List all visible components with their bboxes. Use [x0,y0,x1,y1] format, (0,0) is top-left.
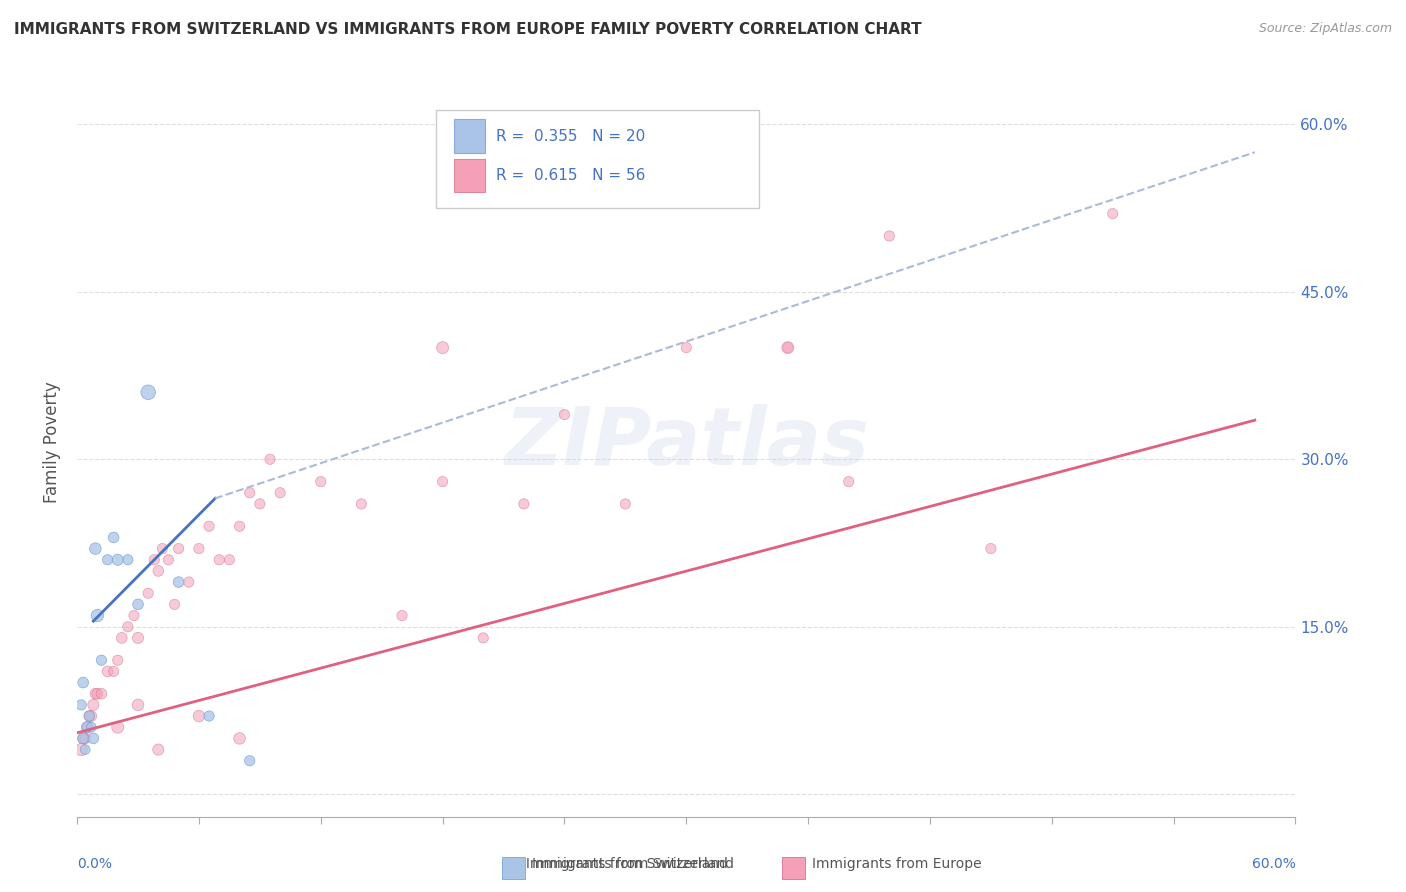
Point [80,720,103,734]
Point [96,665,118,679]
Point [350,497,373,511]
Point [84,541,107,556]
Point [72,731,94,746]
Point [879,229,901,244]
Point [86,608,108,623]
Point [80,709,103,723]
Point [127,598,149,612]
Text: Immigrants from Europe: Immigrants from Europe [811,856,981,871]
Text: Immigrants from Switzerland: Immigrants from Switzerland [531,856,734,871]
Point [111,631,134,645]
Point [187,541,209,556]
Point [432,341,454,355]
Point [70,698,93,712]
Point [148,742,170,756]
Point [269,485,291,500]
Point [614,497,637,511]
Point [107,653,129,667]
Point [148,564,170,578]
Text: Source: ZipAtlas.com: Source: ZipAtlas.com [1258,22,1392,36]
Point [82,698,104,712]
Point [77,709,100,723]
Point [167,541,190,556]
Point [198,519,221,533]
Point [187,709,209,723]
Point [208,553,231,567]
Point [117,553,139,567]
Point [167,575,190,590]
Point [122,608,145,623]
Point [127,631,149,645]
Point [75,731,97,746]
Point [103,665,125,679]
Point [249,497,271,511]
Point [163,598,186,612]
Point [513,497,536,511]
Point [198,709,221,723]
Point [136,385,159,400]
Text: IMMIGRANTS FROM SWITZERLAND VS IMMIGRANTS FROM EUROPE FAMILY POVERTY CORRELATION: IMMIGRANTS FROM SWITZERLAND VS IMMIGRANT… [14,22,922,37]
Y-axis label: Family Poverty: Family Poverty [44,382,60,503]
Point [675,341,697,355]
Point [76,720,98,734]
Point [76,720,98,734]
Point [838,475,860,489]
Point [259,452,281,467]
Point [228,519,250,533]
Point [90,687,112,701]
Point [391,608,413,623]
Point [75,742,97,756]
Point [107,720,129,734]
Point [239,754,262,768]
Point [239,485,262,500]
Point [228,731,250,746]
Point [143,553,166,567]
Point [77,709,100,723]
Point [72,731,94,746]
Point [1101,207,1123,221]
Point [127,698,149,712]
Point [86,687,108,701]
Point [136,586,159,600]
Point [96,553,118,567]
Point [432,475,454,489]
Point [82,731,104,746]
Point [90,653,112,667]
Text: ■  Immigrants from Switzerland: ■ Immigrants from Switzerland [503,856,727,871]
Point [70,742,93,756]
Point [157,553,180,567]
Point [177,575,200,590]
Point [553,408,575,422]
Text: R =  0.615   N = 56: R = 0.615 N = 56 [496,168,645,183]
Text: 0.0%: 0.0% [77,856,112,871]
Text: 60.0%: 60.0% [1251,856,1295,871]
Point [776,341,799,355]
Point [84,687,107,701]
Point [150,541,173,556]
Point [218,553,240,567]
Text: ZIPatlas: ZIPatlas [503,403,869,482]
Point [72,675,94,690]
Text: R =  0.355   N = 20: R = 0.355 N = 20 [496,128,645,144]
Point [309,475,332,489]
Point [107,553,129,567]
Point [776,341,799,355]
Point [980,541,1002,556]
Point [472,631,495,645]
Point [103,530,125,544]
Point [117,620,139,634]
